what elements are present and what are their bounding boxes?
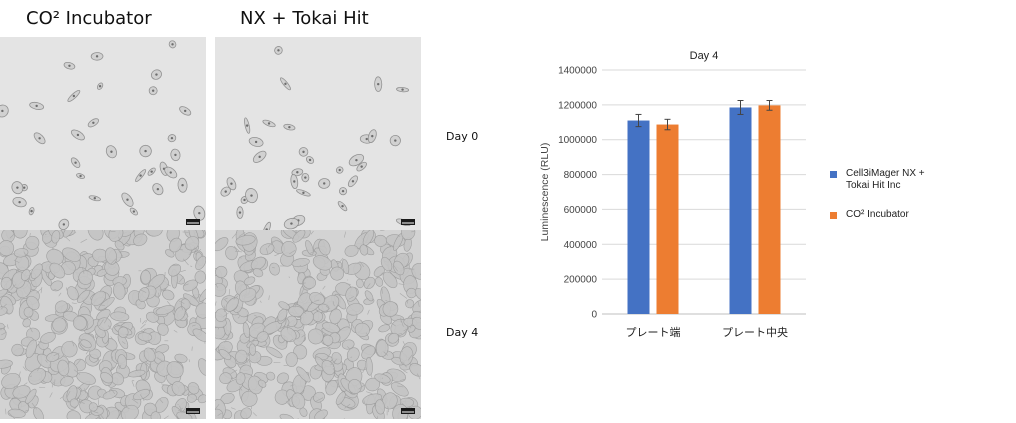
- y-tick-label: 1400000: [558, 66, 597, 77]
- micrograph-nx-day4: [215, 230, 421, 419]
- legend-label-co2: CO² Incubator: [846, 209, 946, 221]
- x-tick-label: プレート端: [626, 326, 681, 339]
- row-label-day-0: Day 0: [446, 130, 478, 143]
- y-axis-label: Luminescence (RLU): [539, 143, 551, 242]
- bar: [628, 121, 650, 314]
- y-tick-label: 0: [591, 310, 597, 321]
- chart-title: Day 4: [690, 50, 719, 62]
- y-tick-label: 800000: [564, 170, 598, 181]
- legend-swatch-co2: [830, 212, 837, 219]
- error-bar: [767, 101, 773, 111]
- error-bar: [738, 101, 744, 115]
- bar: [759, 105, 781, 314]
- bar: [730, 107, 752, 314]
- y-tick-label: 600000: [564, 205, 598, 216]
- y-tick-label: 1000000: [558, 135, 597, 146]
- column-title-co2-incubator: CO² Incubator: [26, 8, 152, 29]
- row-label-day-4: Day 4: [446, 326, 478, 339]
- y-tick-label: 200000: [564, 275, 598, 286]
- micrograph-nx-day0: [215, 37, 421, 230]
- y-tick-label: 1200000: [558, 100, 597, 111]
- legend-label-nx: Cell3iMager NX + Tokai Hit Inc: [846, 168, 946, 192]
- error-bar: [636, 114, 642, 126]
- legend-swatch-nx: [830, 171, 837, 178]
- bar: [657, 125, 679, 314]
- column-title-nx-tokai-hit: NX + Tokai Hit: [240, 8, 369, 29]
- micrograph-co2-day4: [0, 230, 206, 419]
- micrograph-co2-day0: [0, 37, 206, 230]
- y-tick-label: 400000: [564, 240, 598, 251]
- error-bar: [665, 119, 671, 129]
- x-tick-label: プレート中央: [722, 326, 788, 339]
